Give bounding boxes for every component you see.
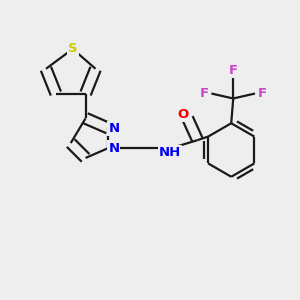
Text: F: F	[257, 87, 266, 100]
Text: O: O	[177, 108, 188, 121]
Text: N: N	[108, 142, 119, 154]
Text: S: S	[68, 42, 77, 56]
Text: F: F	[200, 87, 209, 100]
Text: F: F	[229, 64, 238, 77]
Text: N: N	[108, 122, 119, 135]
Text: NH: NH	[159, 146, 181, 160]
